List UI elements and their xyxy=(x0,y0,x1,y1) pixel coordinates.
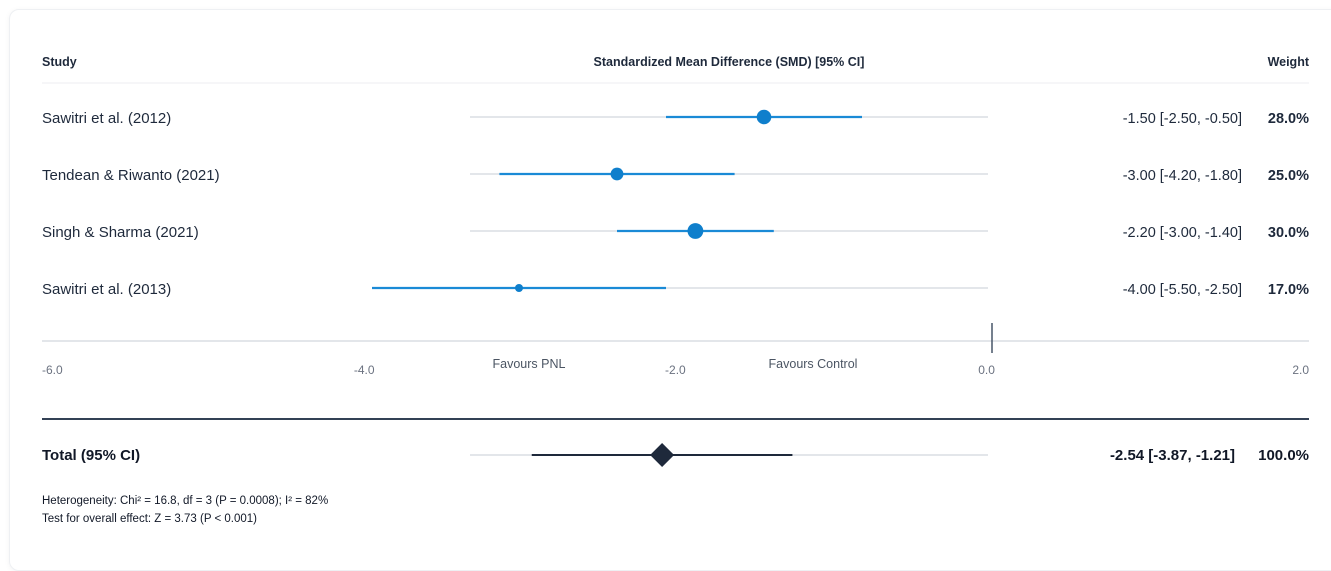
study-effect-marker xyxy=(515,284,523,292)
header-effect: Standardized Mean Difference (SMD) [95% … xyxy=(594,55,865,69)
study-row: Sawitri et al. (2012) -1.50 [-2.50, -0.50… xyxy=(42,109,1309,127)
axis-tick-label: -6.0 xyxy=(42,363,63,377)
axis-tick-label: 0.0 xyxy=(978,363,995,377)
study-rows: Sawitri et al. (2012) -1.50 [-2.50, -0.50… xyxy=(42,109,1309,298)
study-name: Sawitri et al. (2013) xyxy=(42,281,171,298)
study-effect-marker xyxy=(756,109,772,125)
total-effect-value: -2.54 [-3.87, -1.21] xyxy=(1110,447,1235,464)
total-diamond xyxy=(650,443,675,467)
header-study: Study xyxy=(42,55,77,69)
heterogeneity-note: Heterogeneity: Chi² = 16.8, df = 3 (P = … xyxy=(42,495,328,507)
study-name: Tendean & Riwanto (2021) xyxy=(42,167,220,184)
axis-ticks: -6.0 -4.0 -2.0 0.0 2.0 xyxy=(42,363,1309,377)
study-effect-value: -2.20 [-3.00, -1.40] xyxy=(1123,225,1242,241)
study-weight-value: 28.0% xyxy=(1268,111,1309,127)
total-weight-value: 100.0% xyxy=(1258,447,1309,464)
axis-tick-label: 2.0 xyxy=(1292,363,1309,377)
study-effect-value: -4.00 [-5.50, -2.50] xyxy=(1123,282,1242,298)
study-effect-marker xyxy=(687,223,704,239)
header-weight: Weight xyxy=(1268,55,1310,69)
axis-tick-label: -2.0 xyxy=(665,363,686,377)
total-label: Total (95% CI) xyxy=(42,447,140,464)
study-effect-value: -1.50 [-2.50, -0.50] xyxy=(1123,111,1242,127)
study-row: Tendean & Riwanto (2021) -3.00 [-4.20, -1… xyxy=(42,167,1309,184)
study-weight-value: 25.0% xyxy=(1268,168,1309,184)
overall-effect-note: Test for overall effect: Z = 3.73 (P < 0… xyxy=(42,513,257,525)
study-effect-value: -3.00 [-4.20, -1.80] xyxy=(1123,168,1242,184)
study-weight-value: 17.0% xyxy=(1268,282,1309,298)
study-name: Sawitri et al. (2012) xyxy=(42,110,171,127)
favours-right-label: Favours Control xyxy=(769,357,858,371)
forest-plot-card xyxy=(9,9,1331,571)
study-row: Singh & Sharma (2021) -2.20 [-3.00, -1.40… xyxy=(42,223,1309,241)
study-name: Singh & Sharma (2021) xyxy=(42,224,199,241)
favours-left-label: Favours PNL xyxy=(493,357,566,371)
study-row: Sawitri et al. (2013) -4.00 [-5.50, -2.50… xyxy=(42,281,1309,298)
axis-tick-label: -4.0 xyxy=(354,363,375,377)
study-weight-value: 30.0% xyxy=(1268,225,1309,241)
study-effect-marker xyxy=(610,167,624,181)
